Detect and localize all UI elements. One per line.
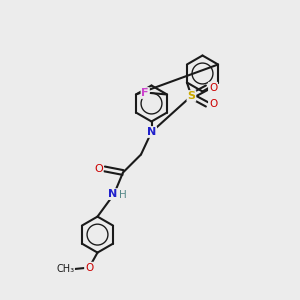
Text: H: H: [118, 190, 126, 200]
Text: O: O: [85, 262, 93, 273]
Text: O: O: [94, 164, 103, 174]
Text: O: O: [209, 82, 217, 93]
Text: CH₃: CH₃: [56, 264, 74, 274]
Text: S: S: [188, 91, 195, 101]
Text: N: N: [147, 127, 156, 137]
Text: N: N: [109, 189, 118, 199]
Text: O: O: [209, 99, 217, 110]
Text: F: F: [141, 88, 149, 98]
